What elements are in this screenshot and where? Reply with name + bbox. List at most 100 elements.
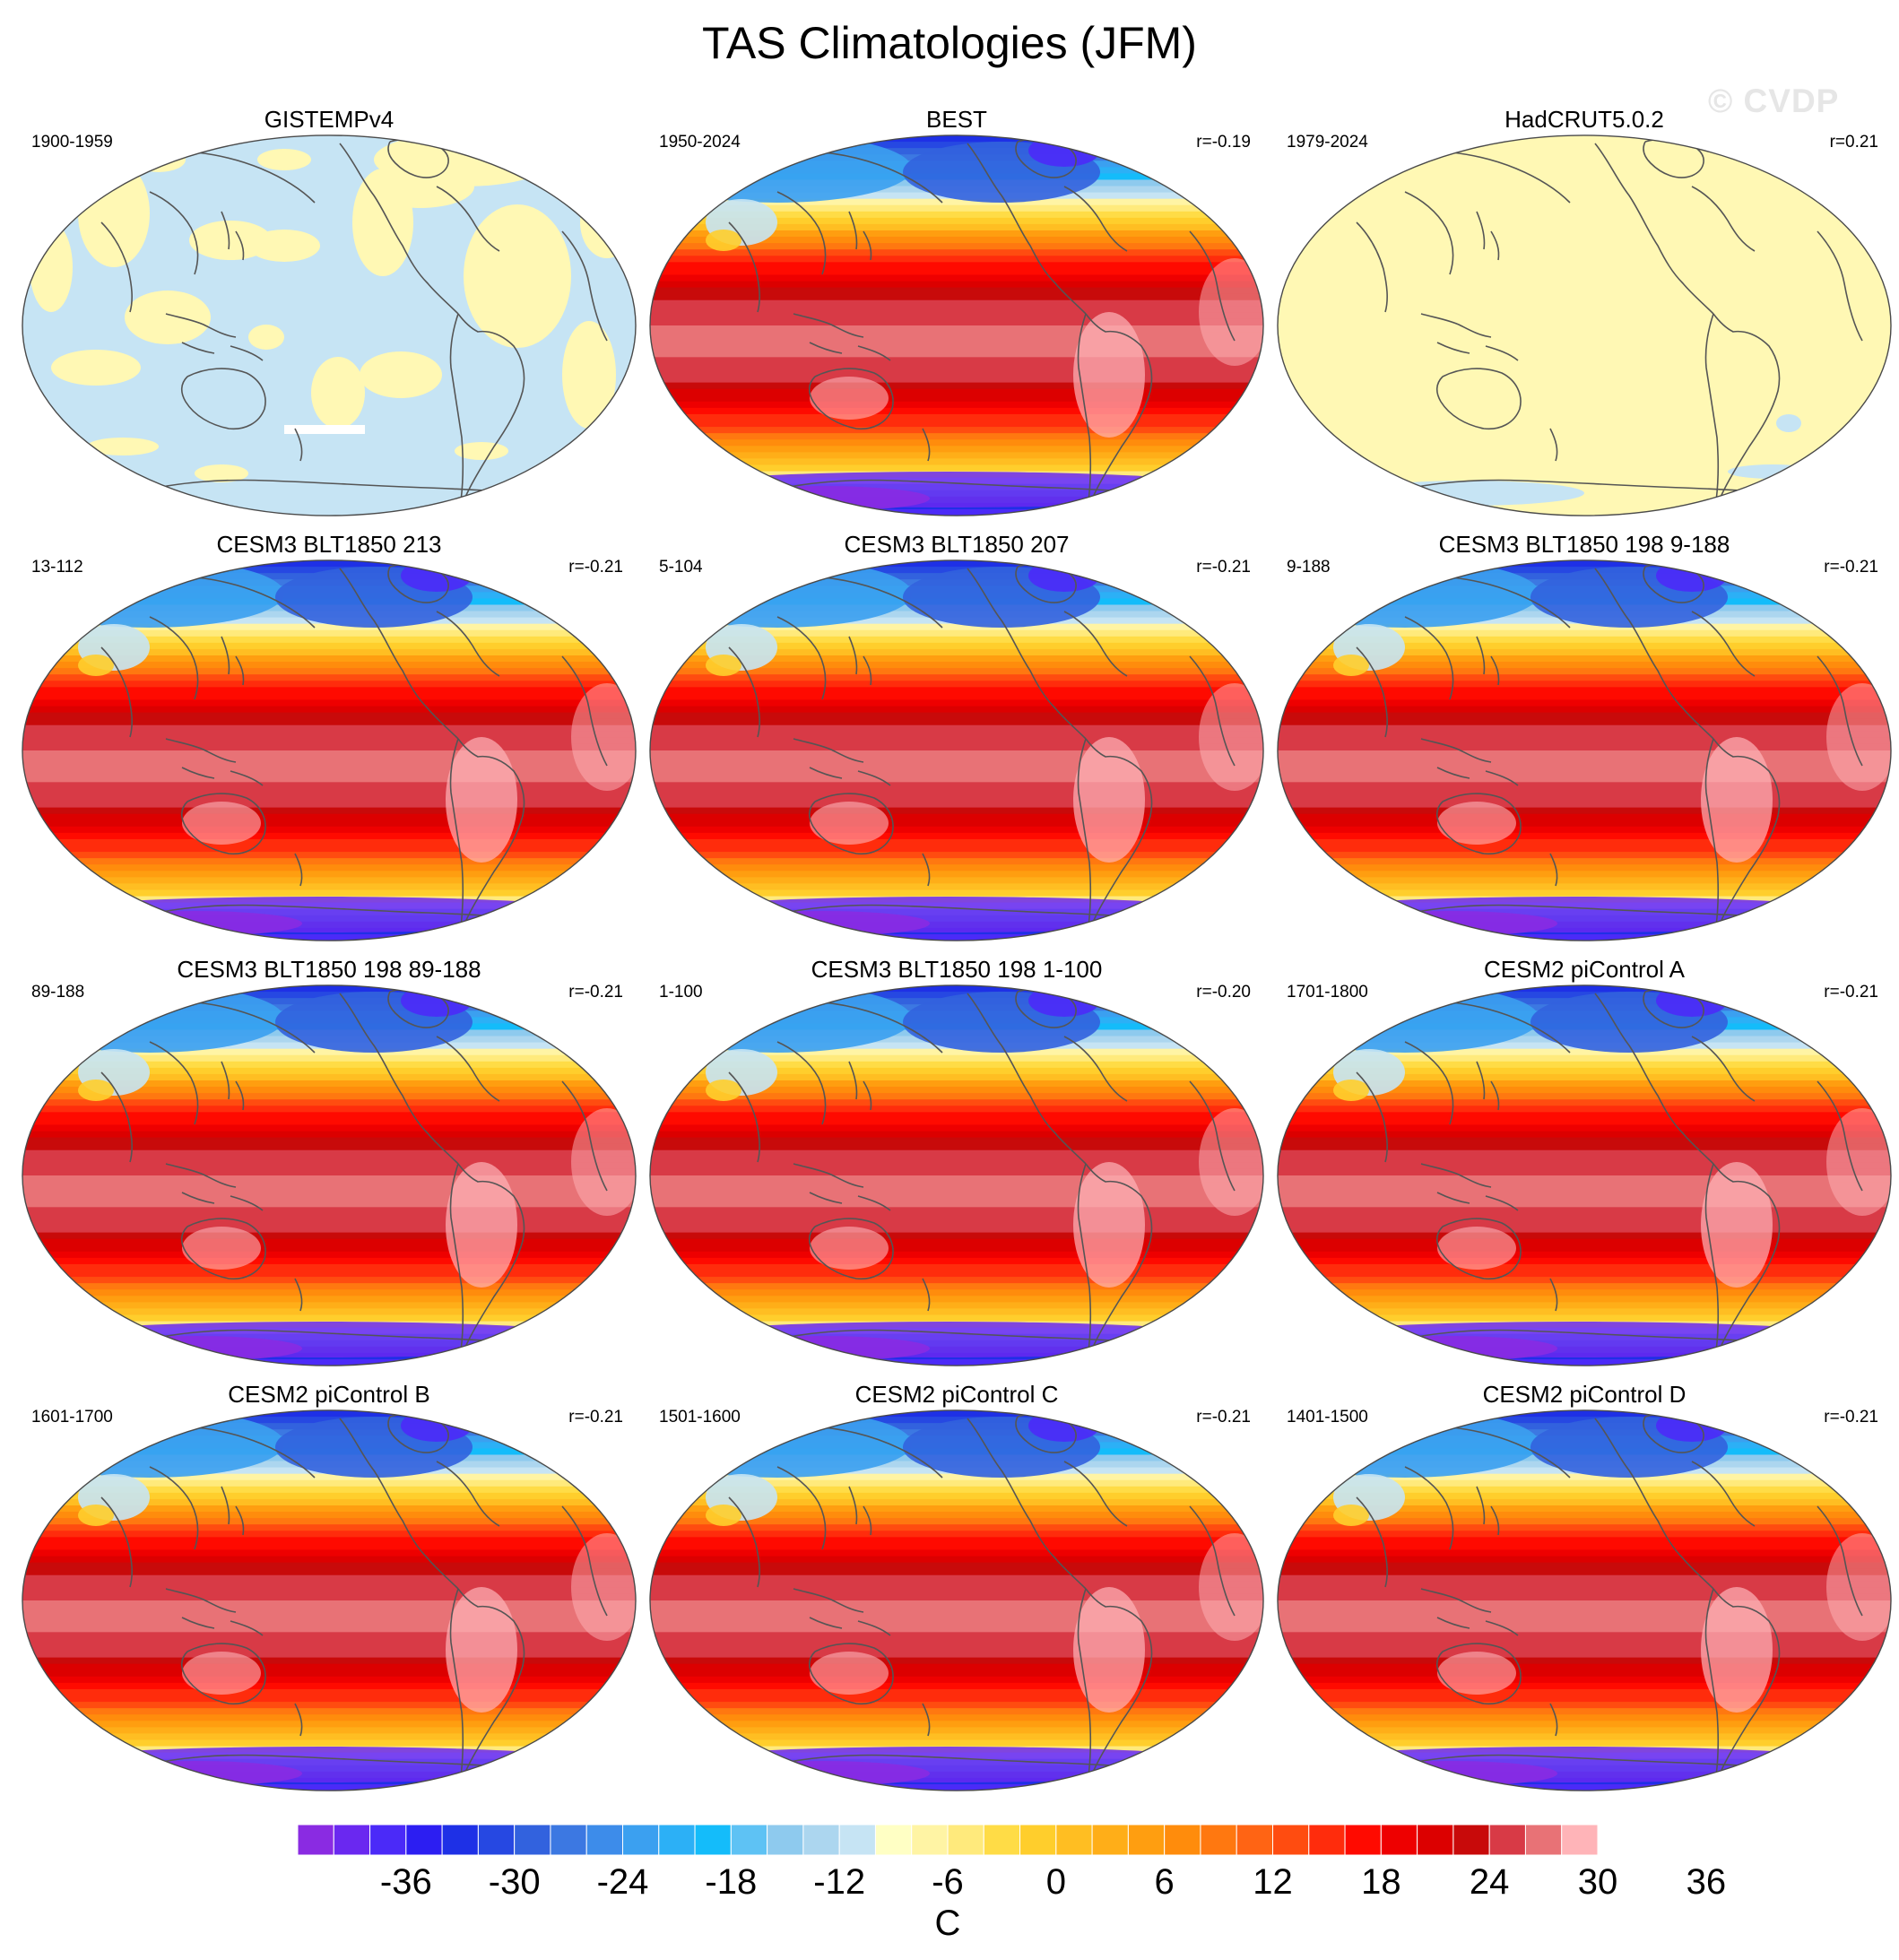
map-border <box>649 1409 1264 1791</box>
panel-title: CESM2 piControl D <box>1482 1381 1687 1408</box>
colorbar-swatch <box>1344 1825 1382 1855</box>
colorbar-swatch <box>369 1825 407 1855</box>
colorbar-tick-label: -24 <box>596 1862 649 1902</box>
colorbar-swatch <box>658 1825 696 1855</box>
colorbar-tick-label: 30 <box>1577 1862 1618 1902</box>
colorbar-swatch <box>477 1825 516 1855</box>
temperature-field <box>1277 1409 1892 1791</box>
figure-title: TAS Climatologies (JFM) <box>702 18 1197 68</box>
colorbar-unit: C <box>934 1904 961 1943</box>
panel-period: 89-188 <box>31 983 85 1002</box>
colorbar-tick-label: -6 <box>932 1862 964 1902</box>
panel-title: CESM2 piControl C <box>854 1381 1059 1408</box>
panel-period: 5-104 <box>659 558 703 577</box>
panel-title: CESM3 BLT1850 207 <box>844 531 1070 558</box>
colorbar-swatch <box>514 1825 551 1855</box>
colorbar-swatch <box>1488 1825 1526 1855</box>
robinson-map <box>649 559 1264 941</box>
map-border <box>1277 1409 1892 1791</box>
colorbar-swatch <box>1091 1825 1129 1855</box>
map-panel: CESM2 piControl A 1701-1800 r=-0.21 <box>1270 956 1898 1368</box>
robinson-map <box>1277 559 1892 941</box>
temperature-field <box>1277 984 1892 1366</box>
colorbar-swatch <box>1272 1825 1310 1855</box>
robinson-map <box>22 559 637 941</box>
panel-period: 9-188 <box>1287 558 1331 577</box>
robinson-map <box>1277 134 1892 516</box>
colorbar-tick-label: 24 <box>1469 1862 1510 1902</box>
map-border <box>649 134 1264 516</box>
colorbar-swatch <box>1164 1825 1201 1855</box>
colorbar-tick-label: -36 <box>379 1862 432 1902</box>
panel-correlation: r=-0.21 <box>1824 1408 1878 1427</box>
temperature-field <box>649 984 1264 1366</box>
coastlines <box>1323 137 1892 516</box>
map-panel: GISTEMPv4 1900-1959 <box>15 106 643 518</box>
panel-correlation: r=-0.21 <box>568 983 623 1002</box>
map-border <box>22 1409 637 1791</box>
colorbar-swatch <box>1019 1825 1057 1855</box>
panel-period: 1501-1600 <box>659 1408 741 1427</box>
colorbar-swatch <box>947 1825 984 1855</box>
colorbar-swatch <box>802 1825 840 1855</box>
panel-title: CESM3 BLT1850 198 89-188 <box>177 956 481 983</box>
map-border <box>1277 559 1892 941</box>
colorbar-swatch <box>1452 1825 1490 1855</box>
panel-correlation: r=-0.20 <box>1196 983 1251 1002</box>
panel-title: GISTEMPv4 <box>264 106 395 133</box>
panel-correlation: r=0.21 <box>1829 133 1878 152</box>
colorbar-tick-label: 6 <box>1154 1862 1175 1902</box>
panel-correlation: r=-0.21 <box>1196 1408 1251 1427</box>
map-border <box>22 559 637 941</box>
colorbar-swatch <box>730 1825 768 1855</box>
map-border <box>649 559 1264 941</box>
colorbar-tick-label: 12 <box>1253 1862 1293 1902</box>
panel-period: 1701-1800 <box>1287 983 1368 1002</box>
colorbar-swatch <box>874 1825 913 1855</box>
panel-period: 1601-1700 <box>31 1408 113 1427</box>
colorbar-swatch <box>767 1825 804 1855</box>
colorbar-tick-label: 0 <box>1045 1862 1066 1902</box>
panel-period: 1950-2024 <box>659 133 741 152</box>
panel-title: CESM3 BLT1850 213 <box>216 531 442 558</box>
map-panel: CESM2 piControl D 1401-1500 r=-0.21 <box>1270 1381 1898 1793</box>
map-panel: CESM3 BLT1850 198 1-100 1-100 r=-0.20 <box>643 956 1270 1368</box>
temperature-field <box>649 134 1264 516</box>
robinson-map <box>1277 1409 1892 1791</box>
map-panel: CESM3 BLT1850 207 5-104 r=-0.21 <box>643 531 1270 943</box>
map-border <box>22 134 637 516</box>
map-panel: CESM3 BLT1850 198 89-188 89-188 r=-0.21 <box>15 956 643 1368</box>
robinson-map <box>649 134 1264 516</box>
map-border <box>22 984 637 1366</box>
map-panel: CESM3 BLT1850 198 9-188 9-188 r=-0.21 <box>1270 531 1898 943</box>
map-border <box>1277 134 1892 516</box>
colorbar-tick-label: -30 <box>488 1862 541 1902</box>
colorbar-tick-label: 18 <box>1361 1862 1401 1902</box>
colorbar-swatch <box>622 1825 660 1855</box>
panel-title: BEST <box>926 106 987 133</box>
colorbar-tick-label: 36 <box>1686 1862 1727 1902</box>
robinson-map <box>22 984 637 1366</box>
robinson-map <box>22 134 637 516</box>
panel-correlation: r=-0.21 <box>1824 983 1878 1002</box>
panel-period: 13-112 <box>31 558 83 577</box>
panel-correlation: r=-0.21 <box>568 558 623 577</box>
robinson-map <box>1277 984 1892 1366</box>
map-panel: CESM2 piControl C 1501-1600 r=-0.21 <box>643 1381 1270 1793</box>
temperature-field <box>22 1409 637 1791</box>
temperature-field <box>22 559 637 941</box>
colorbar: -36 -30 -24 -18 -12 -6 0 6 12 18 24 30 36 C <box>298 1825 1726 1950</box>
colorbar-swatch <box>405 1825 443 1855</box>
temperature-field <box>1277 559 1892 941</box>
colorbar-tick-label: -18 <box>705 1862 758 1902</box>
panel-title: CESM3 BLT1850 198 1-100 <box>811 956 1103 983</box>
colorbar-swatch <box>1200 1825 1237 1855</box>
colorbar-swatch <box>1380 1825 1418 1855</box>
colorbar-swatches <box>298 1825 1598 1855</box>
robinson-map <box>22 1409 637 1791</box>
panel-title: HadCRUT5.0.2 <box>1504 106 1664 133</box>
colorbar-swatch <box>983 1825 1021 1855</box>
map-panel: BEST 1950-2024 r=-0.19 <box>643 106 1270 518</box>
colorbar-swatch <box>333 1825 371 1855</box>
panel-correlation: r=-0.21 <box>1824 558 1878 577</box>
